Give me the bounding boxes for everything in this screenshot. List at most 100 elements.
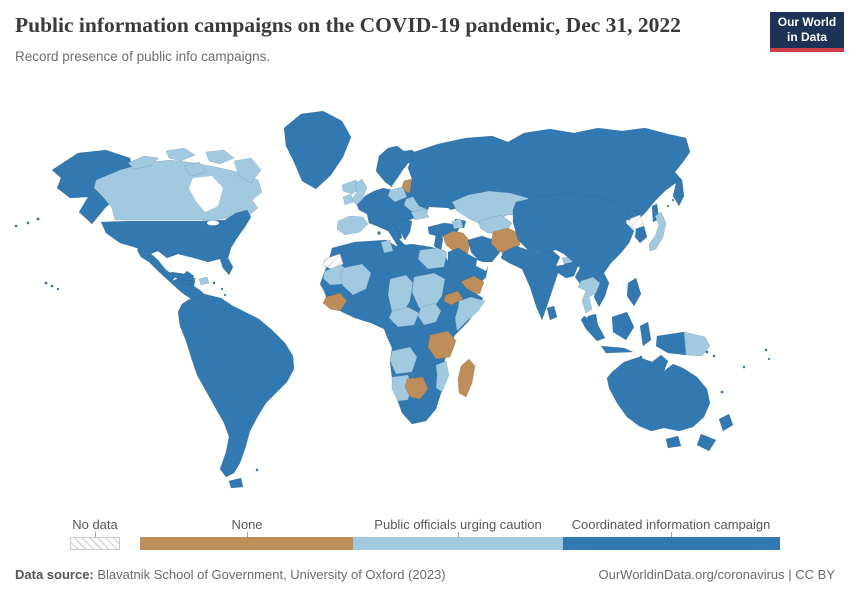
map-region-canada[interactable]	[93, 159, 263, 221]
map-region-poland[interactable]	[387, 186, 408, 203]
map-region-hawaii[interactable]	[50, 284, 54, 288]
legend-swatch-urging-caution[interactable]	[353, 537, 563, 550]
map-region-sumatra[interactable]	[580, 315, 606, 342]
map-region-syria-iraq[interactable]	[442, 230, 471, 254]
map-region-tanzania[interactable]	[427, 330, 457, 360]
page-title: Public information campaigns on the COVI…	[15, 13, 681, 37]
chart-header: Public information campaigns on the COVI…	[15, 10, 750, 64]
owid-logo-line1: Our World	[777, 15, 837, 29]
persian-gulf	[476, 260, 489, 271]
map-region-puerto-rico[interactable]	[212, 281, 216, 285]
map-region-victoria-island[interactable]	[183, 161, 207, 177]
map-region-guinea[interactable]	[322, 292, 348, 312]
legend-tick	[671, 532, 672, 537]
map-region-sudan[interactable]	[411, 272, 446, 312]
map-region-tierra-del-fuego[interactable]	[228, 477, 244, 489]
map-region-vanuatu[interactable]	[742, 365, 746, 369]
legend-swatch-no-data[interactable]	[70, 537, 120, 550]
map-region-antilles[interactable]	[223, 293, 227, 297]
owid-logo-line2: in Data	[786, 30, 827, 44]
map-region-alaska[interactable]	[51, 149, 134, 225]
baltic-sea	[392, 168, 409, 189]
map-region-south-korea[interactable]	[634, 225, 648, 244]
map-region-somalia[interactable]	[454, 296, 486, 332]
map-region-azerbaijan[interactable]	[451, 218, 464, 230]
legend-swatch-coordinated[interactable]	[563, 537, 780, 550]
map-region-papua-new-guinea[interactable]	[683, 331, 711, 357]
owid-logo[interactable]: Our World in Data	[770, 12, 844, 52]
map-region-solomon-islands[interactable]	[705, 350, 709, 354]
hudson-bay	[189, 176, 223, 212]
map-region-fiji[interactable]	[767, 357, 771, 361]
map-region-arctic-islands[interactable]	[127, 155, 160, 170]
map-region-java[interactable]	[600, 345, 634, 354]
map-region-egypt[interactable]	[417, 247, 448, 270]
map-region-sri-lanka[interactable]	[546, 305, 558, 321]
map-region-jamaica[interactable]	[187, 284, 191, 288]
legend-label-no-data[interactable]: No data	[72, 517, 118, 532]
map-region-thailand[interactable]	[577, 276, 601, 314]
footer-link[interactable]: OurWorldinData.org/coronavirus | CC BY	[598, 567, 835, 582]
map-region-philippines[interactable]	[626, 277, 642, 307]
map-region-eritrea[interactable]	[443, 290, 464, 306]
map-region-fiji[interactable]	[764, 348, 768, 352]
map-region-united-kingdom[interactable]	[350, 178, 368, 206]
map-region-sulawesi[interactable]	[639, 321, 652, 347]
map-region-baffin-island[interactable]	[233, 157, 262, 184]
legend-label-coordinated[interactable]: Coordinated information campaign	[571, 517, 771, 532]
map-region-mali[interactable]	[339, 263, 372, 296]
black-sea	[427, 207, 458, 222]
chart-footer: Data source: Blavatnik School of Governm…	[15, 567, 835, 582]
legend-tick	[247, 532, 248, 537]
map-region-south-america[interactable]	[177, 293, 295, 478]
map-region-cuba[interactable]	[170, 271, 197, 282]
map-region-greenland[interactable]	[283, 110, 352, 190]
map-region-japan[interactable]	[648, 211, 667, 252]
map-region-central-african-republic[interactable]	[388, 306, 420, 328]
legend-tick	[95, 532, 96, 537]
map-region-iberia[interactable]	[336, 215, 369, 236]
map-region-aleutians[interactable]	[36, 217, 40, 221]
map-region-romania[interactable]	[410, 208, 430, 221]
data-source-label: Data source:	[15, 567, 94, 582]
map-region-kuril-islands[interactable]	[671, 198, 675, 202]
map-region-balkans-greece[interactable]	[398, 218, 413, 241]
map-region-solomon-islands[interactable]	[712, 354, 716, 358]
map-region-falklands[interactable]	[255, 468, 259, 472]
great-lakes	[207, 220, 219, 226]
legend-colorbar[interactable]	[140, 537, 780, 550]
map-region-ireland[interactable]	[342, 193, 354, 206]
data-source: Data source: Blavatnik School of Governm…	[15, 567, 446, 582]
map-region-haiti[interactable]	[198, 276, 210, 286]
map-region-hawaii[interactable]	[44, 281, 48, 285]
map-region-china-east-asia[interactable]	[512, 192, 635, 308]
map-region-arctic-islands[interactable]	[165, 147, 196, 162]
map-region-angola[interactable]	[389, 346, 418, 375]
legend-label-urging-caution[interactable]: Public officials urging caution	[374, 517, 542, 532]
map-region-new-caledonia[interactable]	[720, 390, 724, 394]
chart-subtitle: Record presence of public info campaigns…	[15, 49, 271, 64]
map-region-aleutians[interactable]	[14, 224, 18, 228]
map-region-aleutians[interactable]	[26, 221, 30, 225]
map-region-new-zealand-south[interactable]	[696, 433, 717, 452]
data-source-text: Blavatnik School of Government, Universi…	[93, 567, 446, 582]
map-region-kuril-islands[interactable]	[666, 204, 670, 208]
map-region-new-zealand-north[interactable]	[718, 413, 734, 432]
map-region-tasmania[interactable]	[665, 435, 682, 449]
map-region-indonesian-papua[interactable]	[655, 331, 687, 356]
legend-swatch-none[interactable]	[140, 537, 353, 550]
map-region-australia[interactable]	[606, 354, 711, 432]
map-region-hawaii[interactable]	[56, 287, 60, 291]
map-region-arctic-islands[interactable]	[205, 149, 235, 165]
map-region-mozambique[interactable]	[435, 360, 450, 393]
map-region-south-sudan[interactable]	[417, 302, 442, 326]
legend-tick	[458, 532, 459, 537]
map-region-madagascar[interactable]	[457, 358, 476, 398]
map-region-sardinia[interactable]	[377, 231, 381, 235]
map-region-antilles[interactable]	[220, 287, 224, 291]
map-region-borneo[interactable]	[611, 311, 635, 341]
legend-label-none[interactable]: None	[231, 517, 263, 532]
map-region-botswana[interactable]	[404, 376, 429, 400]
map-region-tunisia[interactable]	[380, 239, 394, 254]
